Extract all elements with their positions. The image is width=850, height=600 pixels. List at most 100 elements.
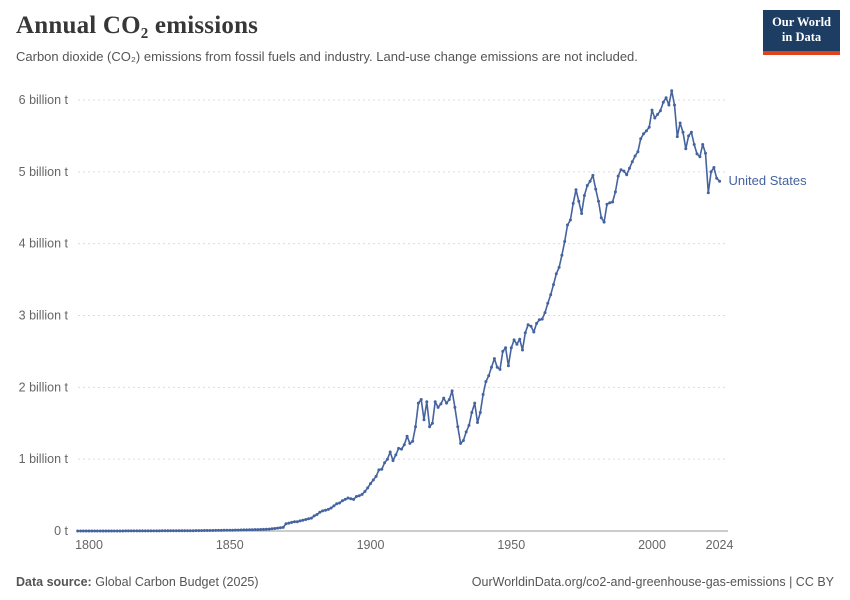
data-point [636,150,640,154]
data-point [267,527,271,531]
data-point [98,529,102,533]
x-tick-label: 2024 [706,538,734,552]
y-tick-label: 4 billion t [19,237,69,251]
data-point [630,160,634,164]
data-point [293,520,296,524]
data-point [191,529,195,533]
data-point [650,108,654,112]
data-point [166,529,170,533]
data-point [644,129,648,133]
data-point [197,529,201,533]
data-point [554,272,558,276]
data-point [414,425,417,429]
data-source: Data source: Global Carbon Budget (2025) [16,575,259,589]
data-point [81,529,85,533]
data-point [445,401,448,405]
data-point [211,529,215,532]
series-label: United States [729,173,808,188]
data-point [571,201,575,205]
attribution-link[interactable]: OurWorldinData.org/co2-and-greenhouse-ga… [471,575,834,589]
data-point [408,441,412,445]
data-point [335,502,339,506]
data-point [397,446,401,450]
data-point [143,529,147,533]
data-point [270,527,274,531]
data-point [537,318,541,322]
data-point [715,176,719,180]
data-point [568,218,572,222]
data-point [540,317,544,321]
data-point [324,508,327,512]
data-point [205,529,209,532]
data-point [239,528,243,532]
data-point [295,520,299,524]
data-point [608,201,612,205]
data-point [566,223,569,227]
data-point [231,528,235,532]
data-point [692,143,696,146]
data-point [307,517,311,521]
data-point [560,253,564,257]
x-tick-label: 1800 [75,538,103,552]
data-point [543,311,547,315]
data-point [169,529,173,533]
y-tick-label: 2 billion t [19,380,69,394]
data-point [90,529,94,533]
data-point [202,529,206,532]
data-point [315,513,319,516]
data-point [242,528,246,532]
data-point [394,453,398,457]
data-point [642,132,646,136]
data-point [245,528,249,532]
data-point [521,348,524,352]
data-point [135,529,139,533]
data-point [194,529,198,533]
data-point [509,346,513,350]
data-point [594,187,598,191]
data-point [574,188,578,192]
data-point [619,168,623,172]
data-point [684,147,688,151]
data-point [701,143,705,146]
data-point [287,521,291,525]
data-point [118,529,122,533]
data-point [383,461,387,465]
data-point [177,529,181,533]
data-point [552,283,555,287]
data-point [124,529,128,533]
data-point [706,191,710,195]
owid-logo-line1: Our World [772,15,831,29]
chart-header: Annual CO₂ emissions Carbon dioxide (CO₂… [16,12,760,66]
data-point [467,423,471,427]
data-point [276,526,280,530]
data-point [405,434,409,438]
data-point [411,439,415,443]
data-point [262,527,265,531]
data-point [160,529,164,533]
data-point [447,398,451,401]
data-point [374,474,378,478]
data-point [585,184,589,187]
data-point [225,528,229,532]
data-point [433,400,437,404]
data-point [605,202,609,206]
data-point [470,411,474,414]
data-point [456,425,460,429]
data-point [343,497,347,501]
data-point [602,220,606,224]
data-point [174,529,178,533]
data-point [518,337,522,341]
data-point [312,514,316,518]
y-tick-label: 5 billion t [19,165,69,179]
owid-logo[interactable]: Our World in Data [763,10,840,55]
data-point [492,357,496,361]
data-point [115,529,119,533]
data-point [93,529,97,533]
data-point [391,459,395,463]
data-point [129,529,133,533]
data-point [597,199,600,203]
data-point [214,528,218,532]
data-point [478,411,482,414]
data-point [622,169,626,173]
